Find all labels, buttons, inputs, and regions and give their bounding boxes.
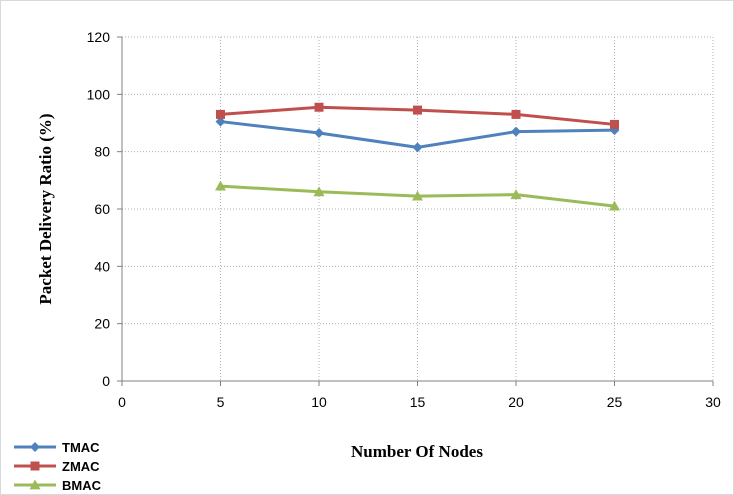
x-tick-label: 0 [118, 394, 126, 410]
x-tick-label: 5 [217, 394, 225, 410]
data-point-bmac [510, 189, 522, 200]
legend-item-tmac: TMAC [14, 440, 100, 455]
data-point-bmac [412, 190, 423, 201]
legend: TMAC ZMAC BMAC [14, 440, 102, 493]
data-point-zmac [511, 109, 521, 119]
legend-marker-bmac [29, 479, 41, 490]
y-tick-label: 0 [102, 373, 110, 389]
legend-label-zmac: ZMAC [62, 459, 100, 474]
y-tick-label: 100 [87, 86, 111, 102]
data-point-zmac [610, 119, 619, 129]
legend-item-zmac: ZMAC [14, 459, 100, 474]
data-point-tmac [609, 125, 620, 136]
y-tick-label: 20 [94, 316, 110, 332]
legend-marker-tmac [30, 442, 40, 452]
data-point-bmac [609, 200, 620, 211]
x-tick-label: 10 [311, 394, 327, 410]
data-point-bmac [313, 186, 325, 197]
legend-item-bmac: BMAC [14, 478, 102, 493]
x-tick-label: 30 [705, 394, 721, 410]
axes [117, 36, 714, 386]
series-tmac [215, 116, 620, 153]
data-point-zmac [314, 102, 324, 112]
data-point-tmac [511, 126, 521, 137]
grid-lines [122, 36, 714, 381]
x-tick-label: 15 [410, 394, 426, 410]
labels: 0 20 40 60 80 100 120 0 5 10 15 20 25 30 [87, 29, 721, 410]
series-zmac [216, 102, 619, 129]
data-point-tmac [412, 142, 423, 153]
data-point-tmac [215, 116, 226, 127]
x-axis-title: Number Of Nodes [351, 442, 483, 461]
legend-label-tmac: TMAC [62, 440, 100, 455]
y-tick-label: 120 [87, 29, 111, 45]
y-axis-title: Packet Delivery Ratio (%) [36, 113, 55, 304]
data-point-bmac [215, 180, 226, 191]
legend-label-bmac: BMAC [62, 478, 102, 493]
data-point-zmac [413, 105, 422, 115]
x-tick-label: 25 [607, 394, 623, 410]
legend-marker-zmac [30, 461, 40, 471]
data-point-tmac [314, 128, 324, 139]
y-tick-label: 40 [94, 258, 110, 274]
y-tick-label: 80 [94, 144, 110, 160]
series-layer [215, 102, 620, 211]
y-tick-label: 60 [94, 201, 110, 217]
data-point-zmac [216, 109, 225, 119]
x-tick-label: 20 [508, 394, 524, 410]
series-bmac [215, 180, 620, 211]
